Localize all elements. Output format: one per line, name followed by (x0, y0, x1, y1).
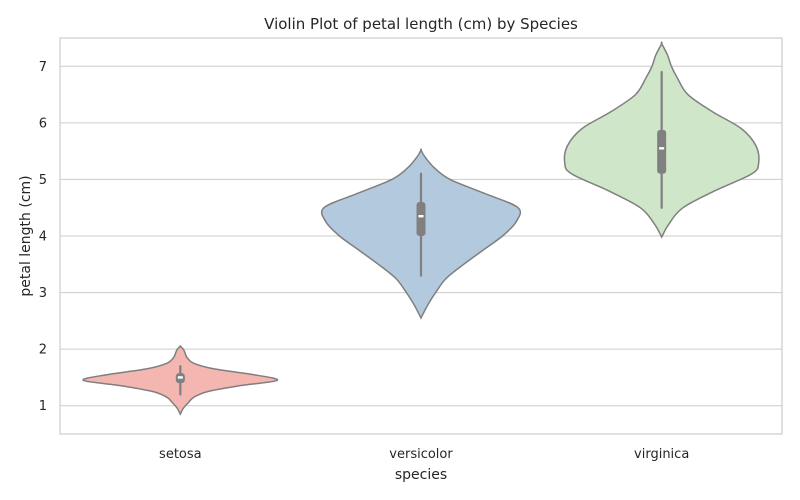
y-tick-label: 6 (39, 116, 47, 131)
violin-virginica (563, 41, 760, 239)
x-tick-label: versicolor (389, 447, 453, 462)
y-tick-label: 5 (39, 173, 47, 188)
plot-frame (59, 37, 783, 435)
x-tick-labels: setosa versicolor virginica (159, 447, 689, 462)
chart-title: Violin Plot of petal length (cm) by Spec… (264, 15, 578, 33)
y-tick-labels: 1 2 3 4 5 6 7 (39, 60, 47, 414)
violins (82, 41, 760, 416)
iqr-box-virginica (657, 129, 667, 174)
iqr-box-versicolor (416, 202, 426, 236)
y-axis-label: petal length (cm) (18, 175, 34, 296)
y-tick-label: 2 (39, 343, 47, 358)
x-tick-label: setosa (159, 447, 202, 462)
median-marker-versicolor (418, 215, 424, 218)
x-tick-label: virginica (634, 447, 689, 462)
median-marker-setosa (177, 376, 183, 379)
y-tick-label: 7 (39, 60, 47, 75)
violin-setosa (82, 345, 279, 416)
x-axis-label: species (395, 467, 447, 483)
violin-versicolor (320, 148, 522, 320)
y-tick-label: 4 (39, 230, 47, 245)
median-marker-virginica (659, 147, 665, 150)
y-tick-label: 3 (39, 286, 47, 301)
y-tick-label: 1 (39, 399, 47, 414)
